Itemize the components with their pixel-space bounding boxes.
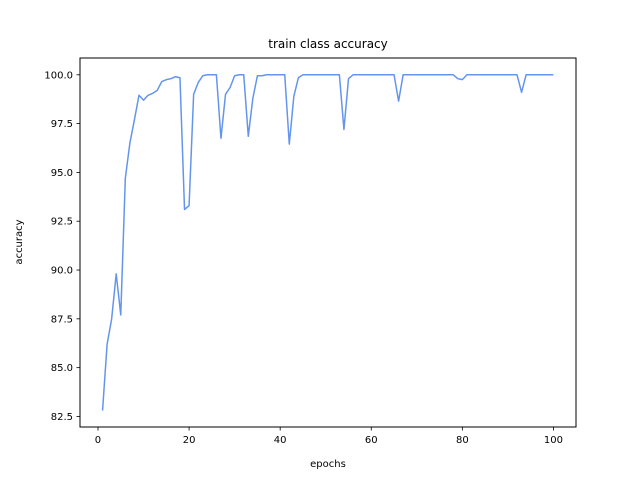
plot-area [101, 74, 554, 411]
chart-title: train class accuracy [268, 37, 388, 51]
x-tick-label: 100 [544, 435, 563, 446]
x-axis-title: epochs [310, 459, 346, 470]
x-tick-label: 40 [274, 435, 287, 446]
y-tick-label: 90.0 [51, 266, 73, 277]
y-tick-label: 82.5 [51, 412, 73, 423]
y-axis: 82.5 85.0 87.5 90.0 92.5 95.0 97.5 100.0 [44, 70, 80, 423]
y-tick-label: 100.0 [44, 70, 73, 81]
x-tick-label: 20 [183, 435, 196, 446]
y-tick-label: 87.5 [51, 314, 73, 325]
series-line-0 [101, 74, 554, 411]
x-axis: 0 20 40 60 80 100 [95, 427, 563, 446]
x-tick-label: 0 [95, 435, 101, 446]
x-tick-label: 80 [456, 435, 469, 446]
axes-frame [79, 57, 577, 428]
y-tick-label: 97.5 [51, 119, 73, 130]
x-tick-label: 60 [365, 435, 378, 446]
y-tick-label: 95.0 [51, 168, 73, 179]
y-tick-label: 85.0 [51, 363, 73, 374]
y-axis-title: accuracy [14, 219, 25, 264]
y-tick-label: 92.5 [51, 217, 73, 228]
